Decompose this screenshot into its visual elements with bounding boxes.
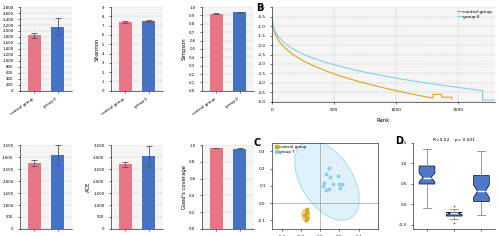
Y-axis label: Simpson: Simpson: [182, 38, 187, 60]
Text: D: D: [396, 136, 404, 146]
Bar: [210, 14, 222, 91]
Line: control group: control group: [272, 20, 452, 99]
group II: [285, 44, 291, 47]
group II: [480, 99, 486, 101]
Point: [302, 212, 310, 216]
group II: [314, 58, 320, 61]
Point: [324, 166, 332, 169]
Ellipse shape: [294, 141, 359, 220]
control group: [306, 63, 312, 65]
Bar: [52, 26, 64, 91]
control group: [270, 18, 276, 21]
Point: [301, 213, 309, 217]
Point: [329, 182, 337, 186]
Point: [322, 172, 330, 176]
group II: [318, 59, 324, 62]
group II: [270, 17, 276, 20]
PathPatch shape: [419, 166, 435, 184]
Point: [326, 176, 334, 179]
Point: [320, 181, 328, 185]
Bar: [210, 148, 222, 229]
control group: [332, 73, 338, 76]
control group: [320, 68, 326, 71]
PathPatch shape: [474, 176, 490, 202]
Text: C: C: [253, 138, 260, 148]
Bar: [118, 164, 132, 229]
Bar: [234, 12, 246, 91]
Point: [338, 182, 346, 186]
Bar: [118, 22, 132, 91]
Bar: [142, 21, 156, 91]
Title: R=0.52    p= 0.001: R=0.52 p= 0.001: [433, 138, 475, 142]
Point: [302, 218, 310, 222]
Point: [336, 186, 344, 190]
Point: [302, 216, 310, 220]
control group: [448, 98, 454, 101]
Point: [302, 216, 310, 220]
Ellipse shape: [302, 209, 310, 221]
Point: [302, 213, 310, 216]
control group: [308, 63, 314, 66]
Bar: [28, 35, 40, 91]
Point: [335, 182, 343, 186]
Point: [319, 184, 327, 188]
Y-axis label: ACE: ACE: [86, 182, 91, 192]
group II: [376, 74, 382, 76]
Y-axis label: PCoA2(7%): PCoA2(7%): [247, 172, 252, 199]
Point: [325, 187, 333, 191]
Bar: [142, 156, 156, 229]
Point: [302, 218, 310, 222]
group II: [302, 53, 308, 56]
Line: group II: group II: [272, 18, 495, 100]
group II: [341, 66, 347, 69]
control group: [327, 71, 333, 74]
Text: B: B: [256, 3, 264, 13]
Legend: control group, group T: control group, group T: [274, 145, 307, 154]
Y-axis label: Shannon: Shannon: [95, 37, 100, 61]
X-axis label: Rank: Rank: [377, 118, 390, 123]
Bar: [28, 163, 40, 229]
Point: [302, 209, 310, 213]
Point: [322, 189, 330, 192]
Bar: [52, 155, 64, 229]
Y-axis label: Good's coverage: Good's coverage: [182, 165, 187, 209]
group II: [492, 99, 498, 101]
Point: [304, 216, 312, 219]
Point: [302, 211, 310, 214]
PathPatch shape: [446, 212, 462, 216]
Bar: [234, 148, 246, 229]
control group: [290, 53, 296, 56]
Point: [300, 213, 308, 216]
Point: [334, 175, 342, 178]
Point: [303, 207, 311, 211]
Legend: control group, group II: control group, group II: [456, 9, 493, 19]
